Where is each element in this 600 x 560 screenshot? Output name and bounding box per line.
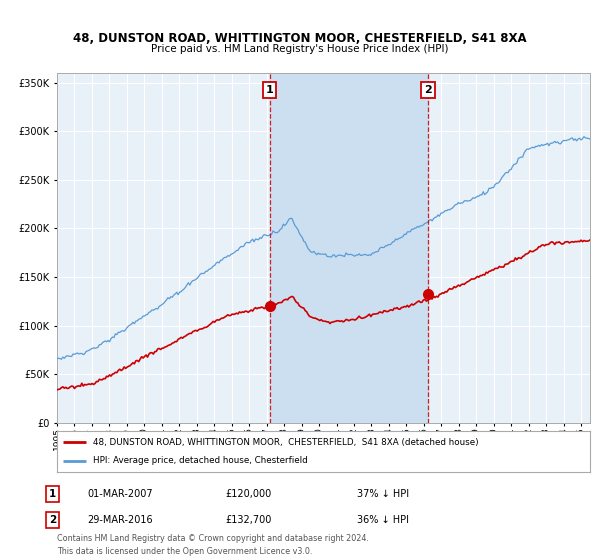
Text: 1: 1 [266,85,274,95]
Text: Contains HM Land Registry data © Crown copyright and database right 2024.
This d: Contains HM Land Registry data © Crown c… [57,534,369,556]
Text: £132,700: £132,700 [225,515,271,525]
Bar [269,73,428,423]
Text: 01-MAR-2007: 01-MAR-2007 [87,489,152,499]
Text: £120,000: £120,000 [225,489,271,499]
Text: HPI: Average price, detached house, Chesterfield: HPI: Average price, detached house, Ches… [93,456,308,465]
Text: 1: 1 [49,489,56,499]
Text: 36% ↓ HPI: 36% ↓ HPI [357,515,409,525]
Text: 48, DUNSTON ROAD, WHITTINGTON MOOR,  CHESTERFIELD,  S41 8XA (detached house): 48, DUNSTON ROAD, WHITTINGTON MOOR, CHES… [93,437,479,446]
Text: 29-MAR-2016: 29-MAR-2016 [87,515,152,525]
Text: 37% ↓ HPI: 37% ↓ HPI [357,489,409,499]
Text: 48, DUNSTON ROAD, WHITTINGTON MOOR, CHESTERFIELD, S41 8XA: 48, DUNSTON ROAD, WHITTINGTON MOOR, CHES… [73,31,527,45]
Text: Price paid vs. HM Land Registry's House Price Index (HPI): Price paid vs. HM Land Registry's House … [151,44,449,54]
Text: 2: 2 [49,515,56,525]
Text: 2: 2 [424,85,432,95]
